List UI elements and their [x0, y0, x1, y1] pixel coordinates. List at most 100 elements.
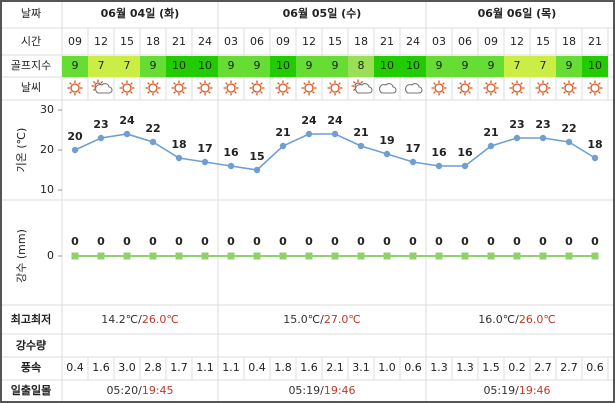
sun — [330, 83, 340, 93]
golf-index: 9 — [254, 59, 261, 72]
golf-index: 9 — [462, 59, 469, 72]
time: 21 — [172, 35, 186, 48]
marker — [123, 130, 131, 138]
marker — [461, 252, 469, 260]
data-label: 23 — [93, 118, 108, 131]
temp-high: 26.0℃ — [142, 313, 179, 326]
golf-cell — [140, 56, 166, 77]
min-max: 16.0℃/26.0℃ — [478, 313, 555, 326]
sun — [564, 83, 574, 93]
marker — [97, 134, 105, 142]
y-tick-label: 10 — [40, 183, 54, 196]
sun-ray — [225, 82, 228, 85]
time: 18 — [146, 35, 160, 48]
data-label: 24 — [119, 114, 135, 127]
weather-icon — [275, 80, 291, 96]
golf-index: 7 — [540, 59, 547, 72]
sunset: 19:46 — [519, 384, 551, 397]
golf-index: 10 — [380, 59, 394, 72]
wind: 1.1 — [196, 361, 214, 374]
data-label: 16 — [457, 146, 473, 159]
golf-index: 9 — [306, 59, 313, 72]
time: 12 — [510, 35, 524, 48]
marker — [383, 150, 391, 158]
sun-ray — [182, 82, 185, 85]
marker — [305, 252, 313, 260]
sun-ray — [352, 88, 356, 92]
day-header: 06월 06일 (목) — [478, 6, 557, 20]
cloud — [378, 83, 397, 94]
sun — [512, 83, 522, 93]
sun — [590, 83, 600, 93]
marker — [123, 252, 131, 260]
wind: 3.0 — [118, 361, 136, 374]
time: 24 — [406, 35, 420, 48]
weather-icon — [67, 80, 83, 96]
sun-ray — [156, 82, 159, 85]
sun-ray — [546, 82, 549, 85]
golf-index: 9 — [436, 59, 443, 72]
time: 12 — [302, 35, 316, 48]
cloud — [354, 83, 373, 94]
weather-icon — [535, 80, 551, 96]
data-label: 0 — [461, 235, 469, 248]
min-max: 14.2℃/26.0℃ — [101, 313, 178, 326]
sun — [252, 83, 262, 93]
golf-cell — [530, 56, 556, 77]
data-label: 24 — [301, 114, 317, 127]
marker — [487, 252, 495, 260]
sun-ray — [260, 91, 263, 94]
golf-cell — [192, 56, 218, 77]
data-label: 23 — [535, 118, 550, 131]
sun-ray — [147, 91, 150, 94]
marker — [305, 130, 313, 138]
sunrise: 05:20/ — [106, 384, 142, 397]
sunset: 19:46 — [324, 384, 356, 397]
golf-index: 10 — [276, 59, 290, 72]
data-label: 23 — [509, 118, 524, 131]
marker — [435, 162, 443, 170]
sun-ray — [329, 82, 332, 85]
sun-ray — [100, 80, 104, 84]
min-max: 15.0℃/27.0℃ — [283, 313, 360, 326]
sun-ray — [251, 82, 254, 85]
time: 15 — [536, 35, 550, 48]
time: 12 — [94, 35, 108, 48]
sun-ray — [156, 91, 159, 94]
marker — [331, 252, 339, 260]
time: 03 — [432, 35, 446, 48]
wind: 2.7 — [534, 361, 552, 374]
golf-cell — [556, 56, 582, 77]
weather-icon — [351, 79, 373, 94]
weather-icon — [223, 80, 239, 96]
data-label: 0 — [357, 235, 365, 248]
golf-index: 10 — [198, 59, 212, 72]
sun — [122, 83, 132, 93]
sun-ray — [234, 82, 237, 85]
sun-ray — [494, 82, 497, 85]
sun — [434, 83, 444, 93]
wind: 0.6 — [404, 361, 422, 374]
sun-ray — [303, 82, 306, 85]
marker — [565, 252, 573, 260]
sun-ray — [520, 91, 523, 94]
data-label: 0 — [513, 235, 521, 248]
sun-times: 05:19/19:46 — [288, 384, 355, 397]
weather-icon — [431, 80, 447, 96]
data-label: 24 — [327, 114, 343, 127]
golf-cell — [426, 56, 452, 77]
data-label: 0 — [409, 235, 417, 248]
sun-times: 05:20/19:45 — [106, 384, 173, 397]
sun-ray — [173, 82, 176, 85]
sun — [70, 83, 80, 93]
weather-icon — [509, 80, 525, 96]
marker — [97, 252, 105, 260]
weather-icon — [145, 80, 161, 96]
marker — [331, 130, 339, 138]
sun-ray — [173, 91, 176, 94]
wind: 1.3 — [430, 361, 448, 374]
sun-ray — [147, 82, 150, 85]
time: 06 — [250, 35, 264, 48]
golf-index: 9 — [228, 59, 235, 72]
data-label: 0 — [383, 235, 391, 248]
